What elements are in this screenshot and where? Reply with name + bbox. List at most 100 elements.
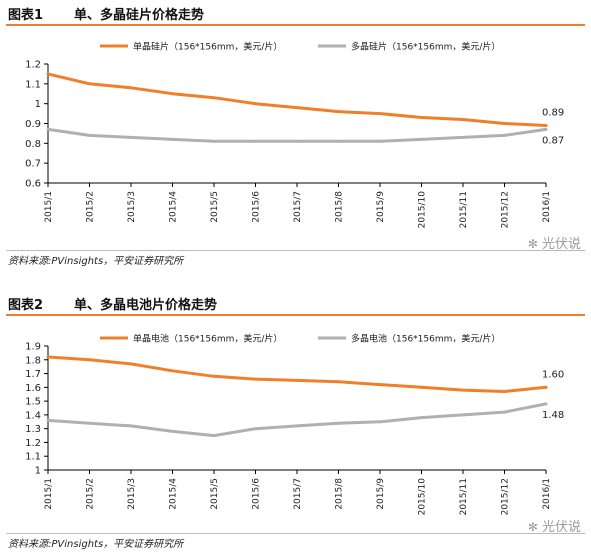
data-point	[171, 92, 174, 96]
x-tick-label: 2015/11	[459, 478, 469, 515]
x-tick-label: 2015/4	[169, 191, 179, 223]
data-point	[46, 419, 50, 422]
x-tick-label: 2015/7	[293, 478, 303, 510]
line-chart-1: 单晶硅片（156*156mm，美元/片） 多晶硅片（156*156mm，美元/片）…	[25, 41, 564, 229]
y-tick-label: 1.8	[25, 355, 41, 366]
data-point	[46, 72, 50, 76]
y-tick-label: 1.1	[25, 79, 41, 90]
x-tick-label: 2015/8	[335, 191, 345, 223]
end-value-label: 1.60	[542, 369, 564, 380]
data-point	[171, 137, 174, 141]
y-tick-label: 1.2	[25, 438, 41, 449]
data-point	[544, 128, 548, 131]
data-point	[544, 124, 548, 127]
y-tick-label: 0.9	[25, 119, 41, 130]
data-point	[171, 430, 174, 433]
data-point	[378, 112, 382, 115]
data-point	[129, 424, 133, 428]
x-tick-label: 2015/2	[86, 478, 96, 510]
x-tick-label: 2015/6	[252, 478, 262, 510]
x-tick-label: 2015/5	[210, 191, 220, 223]
x-tick-label: 2015/12	[501, 191, 511, 228]
data-point	[503, 390, 506, 393]
data-point	[503, 134, 506, 137]
chart-header: 图表1 单、多晶硅片价格走势	[6, 4, 585, 26]
legend-label: 单晶硅片（156*156mm，美元/片）	[133, 41, 282, 53]
source-divider	[6, 533, 585, 534]
series-line	[46, 72, 548, 127]
data-point	[295, 106, 299, 110]
data-point	[88, 134, 91, 137]
data-point	[503, 410, 506, 414]
data-point	[212, 96, 216, 100]
data-point	[544, 402, 548, 406]
x-tick-label: 2015/9	[376, 191, 386, 223]
y-tick-label: 0.7	[25, 159, 41, 170]
x-tick-label: 2015/10	[418, 478, 428, 516]
chart-title: 单、多晶电池片价格走势	[74, 298, 218, 313]
data-point	[212, 139, 216, 143]
data-point	[461, 388, 465, 392]
x-tick-label: 2015/7	[293, 191, 303, 223]
y-tick-label: 1	[35, 466, 41, 477]
data-point	[378, 383, 382, 386]
x-tick-label: 2015/10	[418, 191, 428, 229]
data-point	[295, 424, 299, 428]
y-tick-label: 1.6	[25, 383, 41, 394]
data-point	[461, 118, 465, 121]
data-point	[420, 137, 423, 141]
x-tick-label: 2015/8	[335, 478, 345, 510]
x-tick-label: 2015/12	[501, 478, 511, 515]
legend-label: 多晶电池（156*156mm，美元/片）	[351, 333, 500, 345]
end-value-label: 0.87	[542, 135, 564, 146]
data-point	[461, 413, 465, 417]
data-point	[337, 421, 340, 425]
data-point	[88, 421, 91, 425]
data-point	[503, 122, 506, 125]
end-value-label: 0.89	[542, 107, 564, 118]
data-point	[254, 427, 257, 431]
data-point	[88, 358, 91, 362]
figure-label: 图表1	[8, 8, 44, 23]
series-line	[46, 355, 548, 393]
data-point	[254, 377, 257, 381]
x-tick-label: 2015/2	[86, 191, 96, 223]
data-point	[295, 139, 299, 143]
data-point	[129, 86, 133, 90]
watermark: ✻ 光伏说	[527, 237, 581, 252]
x-tick-label: 2015/1	[44, 478, 54, 510]
data-point	[420, 116, 423, 119]
chart-header: 图表2 单、多晶电池片价格走势	[6, 294, 585, 316]
data-point	[337, 139, 340, 143]
legend-label: 单晶电池（156*156mm，美元/片）	[133, 333, 282, 345]
x-tick-label: 2016/1	[542, 478, 552, 510]
figure-label: 图表2	[8, 298, 44, 313]
data-point	[88, 82, 91, 86]
series-line	[46, 402, 548, 438]
data-point	[46, 128, 50, 131]
source-note: 资料来源:PVinsights，平安证券研究所	[8, 256, 184, 267]
watermark: ✻ 光伏说	[527, 520, 581, 535]
y-tick-label: 0.6	[25, 179, 41, 190]
legend-label: 多晶硅片（156*156mm，美元/片）	[351, 41, 500, 53]
x-tick-label: 2015/5	[210, 478, 220, 510]
y-tick-label: 1.1	[25, 452, 41, 463]
data-point	[378, 139, 382, 143]
data-point	[254, 139, 257, 143]
wechat-icon: ✻	[527, 520, 538, 534]
series-line	[46, 127, 548, 143]
data-point	[212, 374, 216, 378]
x-tick-label: 2015/6	[252, 191, 262, 223]
y-tick-label: 1.4	[25, 410, 41, 421]
data-point	[171, 369, 174, 373]
x-tick-label: 2015/3	[127, 191, 137, 223]
data-point	[420, 416, 423, 420]
x-tick-label: 2015/1	[44, 191, 54, 223]
data-point	[129, 135, 133, 139]
y-tick-label: 1.7	[25, 369, 41, 380]
data-point	[337, 110, 340, 113]
chart-panel-2: 图表2 单、多晶电池片价格走势 单晶电池（156*156mm，美元/片） 多晶电池…	[0, 290, 591, 553]
x-tick-label: 2015/4	[169, 478, 179, 510]
wechat-icon: ✻	[527, 237, 538, 251]
line-chart-2: 单晶电池（156*156mm，美元/片） 多晶电池（156*156mm，美元/片）…	[25, 333, 564, 516]
